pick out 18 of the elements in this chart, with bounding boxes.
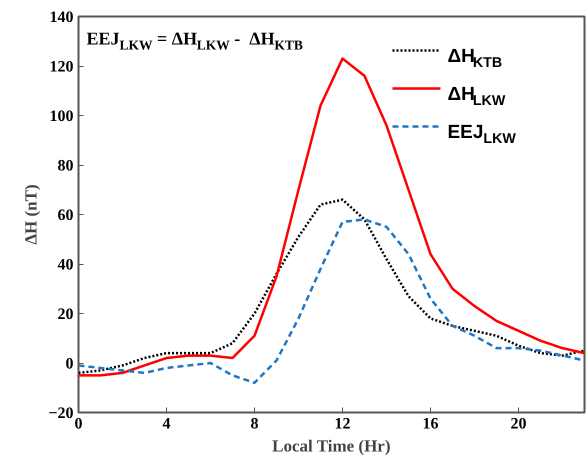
line-series — [78, 198, 584, 374]
y-tick-label: 140 — [50, 9, 74, 26]
line-series — [78, 218, 584, 384]
x-tick-label: 12 — [334, 416, 350, 432]
x-tick-label: 8 — [250, 416, 258, 432]
y-tick-label: 20 — [58, 306, 74, 323]
y-tick-label: 60 — [58, 207, 74, 224]
y-tick-label: 100 — [50, 108, 74, 125]
y-tick-label: 120 — [50, 58, 74, 76]
x-tick-label: 16 — [422, 416, 438, 432]
y-axis-title: ΔH (nT) — [21, 184, 40, 245]
x-axis-title: Local Time (Hr) — [272, 436, 391, 456]
x-tick-label: 20 — [510, 416, 526, 432]
y-tick-label: −20 — [48, 405, 74, 422]
x-tick-label: 4 — [162, 416, 170, 432]
y-tick-label: 80 — [58, 158, 74, 174]
y-tick-label: 40 — [58, 256, 74, 274]
y-tick-label: 0 — [66, 356, 74, 372]
